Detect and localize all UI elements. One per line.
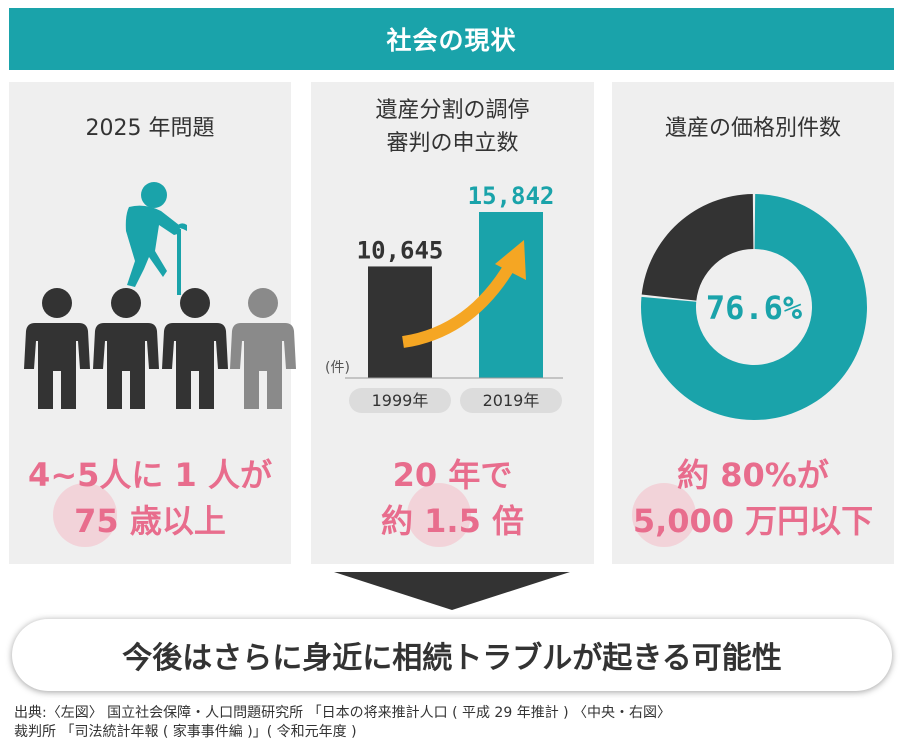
highlight-line-2: 5,000 万円以下 (632, 502, 874, 540)
highlight-line-2: 75 歳以上 (74, 502, 226, 540)
panel-inheritance-disputes: 遺産分割の調停 審判の申立数 10,645 1999年 15,842 2019年 (件)… (311, 82, 594, 564)
category-pill (460, 388, 562, 413)
source-citation: 出典:〈左図〉 国立社会保障・人口問題研究所 「日本の将来推計人口 ( 平成 2… (14, 704, 894, 742)
center-label: 76.6% (706, 289, 803, 327)
faded-person-icon (230, 288, 296, 409)
highlight-blob (632, 483, 696, 547)
category-label: 1999年 (372, 391, 429, 410)
highlight-line-2: 約 1.5 倍 (381, 502, 524, 540)
header-title: 社会の現状 (386, 26, 517, 55)
highlight-line-1: 約 80%が (677, 456, 829, 494)
donut-slice-0 (641, 194, 867, 420)
growth-arrow-icon (402, 240, 526, 348)
category-label: 2019年 (483, 391, 540, 410)
panel-title: 遺産の価格別件数 (664, 116, 841, 141)
panel-estate-value: 遺産の価格別件数 76.6% 約 80%が 5,000 万円以下 (612, 82, 894, 564)
people-row-icon (24, 288, 228, 409)
source-line-1: 出典:〈左図〉 国立社会保障・人口問題研究所 「日本の将来推計人口 ( 平成 2… (14, 705, 672, 721)
bar-value-label: 10,645 (357, 236, 444, 264)
bar-chart: 10,645 1999年 15,842 2019年 (件) (325, 182, 563, 413)
conclusion-banner: 今後はさらに身近に相続トラブルが起きる可能性 (12, 619, 892, 691)
highlight-blob (53, 483, 117, 547)
header-banner: 社会の現状 (9, 8, 894, 70)
unit-label: (件) (325, 360, 350, 376)
bar-1999年 (368, 266, 432, 378)
panel-title-line-1: 遺産分割の調停 (375, 98, 530, 123)
panel-title: 2025 年問題 (85, 116, 215, 141)
donut-chart: 76.6% (641, 194, 867, 420)
highlight-line-1: 20 年で (392, 456, 513, 494)
donut-slice-1 (641, 194, 754, 301)
highlight-line-1: 4~5人に 1 人が (28, 456, 272, 494)
elderly-people-illustration (24, 182, 296, 409)
panel-2025-problem: 2025 年問題 4~5人に 1 人が 75 歳以上 (9, 82, 296, 564)
panel-title-line-2: 審判の申立数 (386, 131, 519, 156)
elderly-person-icon (125, 182, 187, 295)
highlight-blob (407, 483, 471, 547)
conclusion-text: 今後はさらに身近に相続トラブルが起きる可能性 (122, 641, 782, 676)
source-line-2: 裁判所 「司法統計年報 ( 家事事件編 )」( 令和元年度 ) (14, 724, 357, 740)
bar-value-label: 15,842 (468, 182, 555, 210)
category-pill (349, 388, 451, 413)
down-arrow-icon (334, 572, 570, 610)
